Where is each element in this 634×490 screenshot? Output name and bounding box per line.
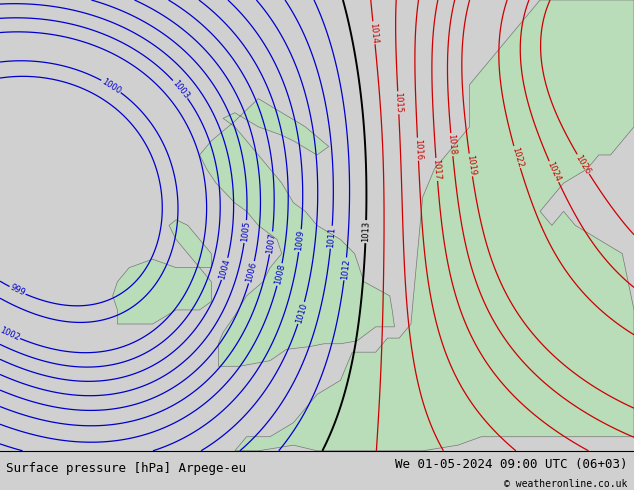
Text: We 01-05-2024 09:00 UTC (06+03): We 01-05-2024 09:00 UTC (06+03): [395, 458, 628, 471]
Text: 1003: 1003: [171, 78, 191, 100]
Text: 1013: 1013: [361, 221, 371, 243]
Text: 1004: 1004: [217, 258, 232, 280]
Text: 1016: 1016: [413, 138, 423, 160]
Text: 1005: 1005: [240, 220, 251, 243]
Text: 1012: 1012: [340, 258, 351, 280]
Polygon shape: [113, 220, 211, 324]
Text: 1017: 1017: [432, 159, 442, 180]
Text: 1015: 1015: [393, 92, 403, 114]
Text: 1006: 1006: [245, 261, 259, 284]
Text: 1024: 1024: [545, 160, 562, 183]
Text: 1009: 1009: [294, 230, 306, 251]
Text: 1010: 1010: [294, 302, 309, 324]
Text: 1002: 1002: [0, 325, 21, 343]
Polygon shape: [235, 0, 634, 451]
Text: 1007: 1007: [266, 232, 277, 254]
Text: 1014: 1014: [368, 22, 379, 44]
Text: 1011: 1011: [326, 226, 337, 248]
Text: © weatheronline.co.uk: © weatheronline.co.uk: [504, 479, 628, 489]
Text: 1022: 1022: [510, 146, 524, 169]
Text: 1000: 1000: [100, 77, 122, 96]
Text: 1026: 1026: [574, 153, 593, 175]
Text: 999: 999: [8, 283, 27, 298]
Text: Surface pressure [hPa] Arpege-eu: Surface pressure [hPa] Arpege-eu: [6, 462, 247, 475]
Text: 1019: 1019: [465, 154, 477, 176]
Text: 1008: 1008: [273, 263, 287, 286]
Text: 1018: 1018: [446, 134, 457, 155]
Polygon shape: [200, 98, 394, 366]
